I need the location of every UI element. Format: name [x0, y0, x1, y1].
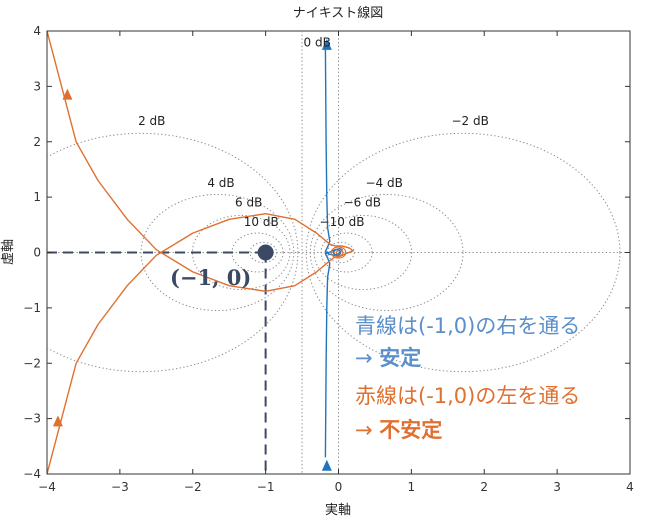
tick-layer: −4 −3 −2 −1 0 1 2 3 4 4 3 2 1 0 −1 −2 −3 −4 — [23, 24, 634, 494]
x-tick-label: −3 — [111, 480, 129, 494]
m-circle — [313, 214, 413, 291]
m-circle — [47, 132, 299, 373]
x-tick-label: 1 — [408, 480, 416, 494]
m-circle-label: −10 dB — [320, 215, 365, 229]
curve-layer — [47, 31, 354, 474]
x-axis-label: 実軸 — [325, 502, 351, 518]
m-circle-label: 2 dB — [138, 114, 165, 128]
blue-note-line2: → 安定 — [355, 345, 421, 371]
m-circle-label: 0 dB — [304, 36, 331, 50]
series-1-line — [47, 31, 354, 474]
m-circle-label: −2 dB — [451, 114, 488, 128]
y-tick-label: 1 — [33, 190, 41, 204]
x-tick-label: 3 — [553, 480, 561, 494]
blue-spiral-ring — [332, 249, 342, 256]
m-circle-label: 10 dB — [244, 215, 279, 229]
x-tick-label: 2 — [480, 480, 488, 494]
y-tick-label: 3 — [33, 79, 41, 93]
x-tick-label: −1 — [257, 480, 275, 494]
m-circle-label: −4 dB — [365, 176, 402, 190]
m-circle — [305, 132, 621, 373]
y-tick-label: 0 — [33, 246, 41, 260]
red-note-text: 赤線は(-1,0)の左を通る — [355, 384, 581, 408]
y-tick-label: 2 — [33, 135, 41, 149]
blue-note-text: 青線は(-1,0)の右を通る — [355, 314, 581, 338]
red-note-line1: 赤線は(-1,0)の左を通る — [355, 383, 580, 409]
x-tick-label: 4 — [626, 480, 634, 494]
series-0-line — [324, 47, 343, 458]
critical-point-marker — [257, 244, 274, 261]
y-tick-label: −4 — [23, 467, 41, 481]
chart-title: ナイキスト線図 — [293, 5, 384, 21]
m-circle — [191, 214, 291, 291]
red-spiral-ring — [330, 246, 347, 259]
red-note-arrow: → — [355, 418, 380, 442]
y-axis-label: 虚軸 — [1, 239, 16, 265]
y-tick-label: −2 — [23, 356, 41, 370]
x-tick-label: −2 — [184, 480, 202, 494]
blue-note-arrow: → — [355, 346, 380, 370]
contour-labels: 0 dB 2 dB 4 dB6 dB 10 dB −2 dB −4 dB −6 dB −10 … — [138, 36, 489, 229]
blue-note-line1: 青線は(-1,0)の右を通る — [355, 313, 580, 339]
m-circle-label: −6 dB — [344, 196, 381, 210]
y-tick-label: −1 — [23, 301, 41, 315]
red-note-line2: → 不安定 — [355, 417, 442, 443]
x-tick-label: 0 — [335, 480, 343, 494]
direction-arrow — [321, 459, 332, 471]
critical-point-label: (−1, 0) — [170, 265, 251, 290]
m-circle — [140, 193, 295, 312]
red-spiral-ring — [333, 248, 344, 257]
stable-label: 安定 — [379, 346, 422, 370]
unstable-label: 不安定 — [379, 418, 443, 442]
m-circle-label: 6 dB — [235, 196, 262, 210]
direction-arrow — [62, 88, 73, 100]
direction-arrow — [321, 38, 332, 50]
y-tick-label: 4 — [33, 24, 41, 38]
x-tick-label: −4 — [38, 480, 56, 494]
direction-arrow — [52, 415, 63, 427]
y-tick-label: −3 — [23, 412, 41, 426]
m-circle-label: 4 dB — [207, 176, 234, 190]
